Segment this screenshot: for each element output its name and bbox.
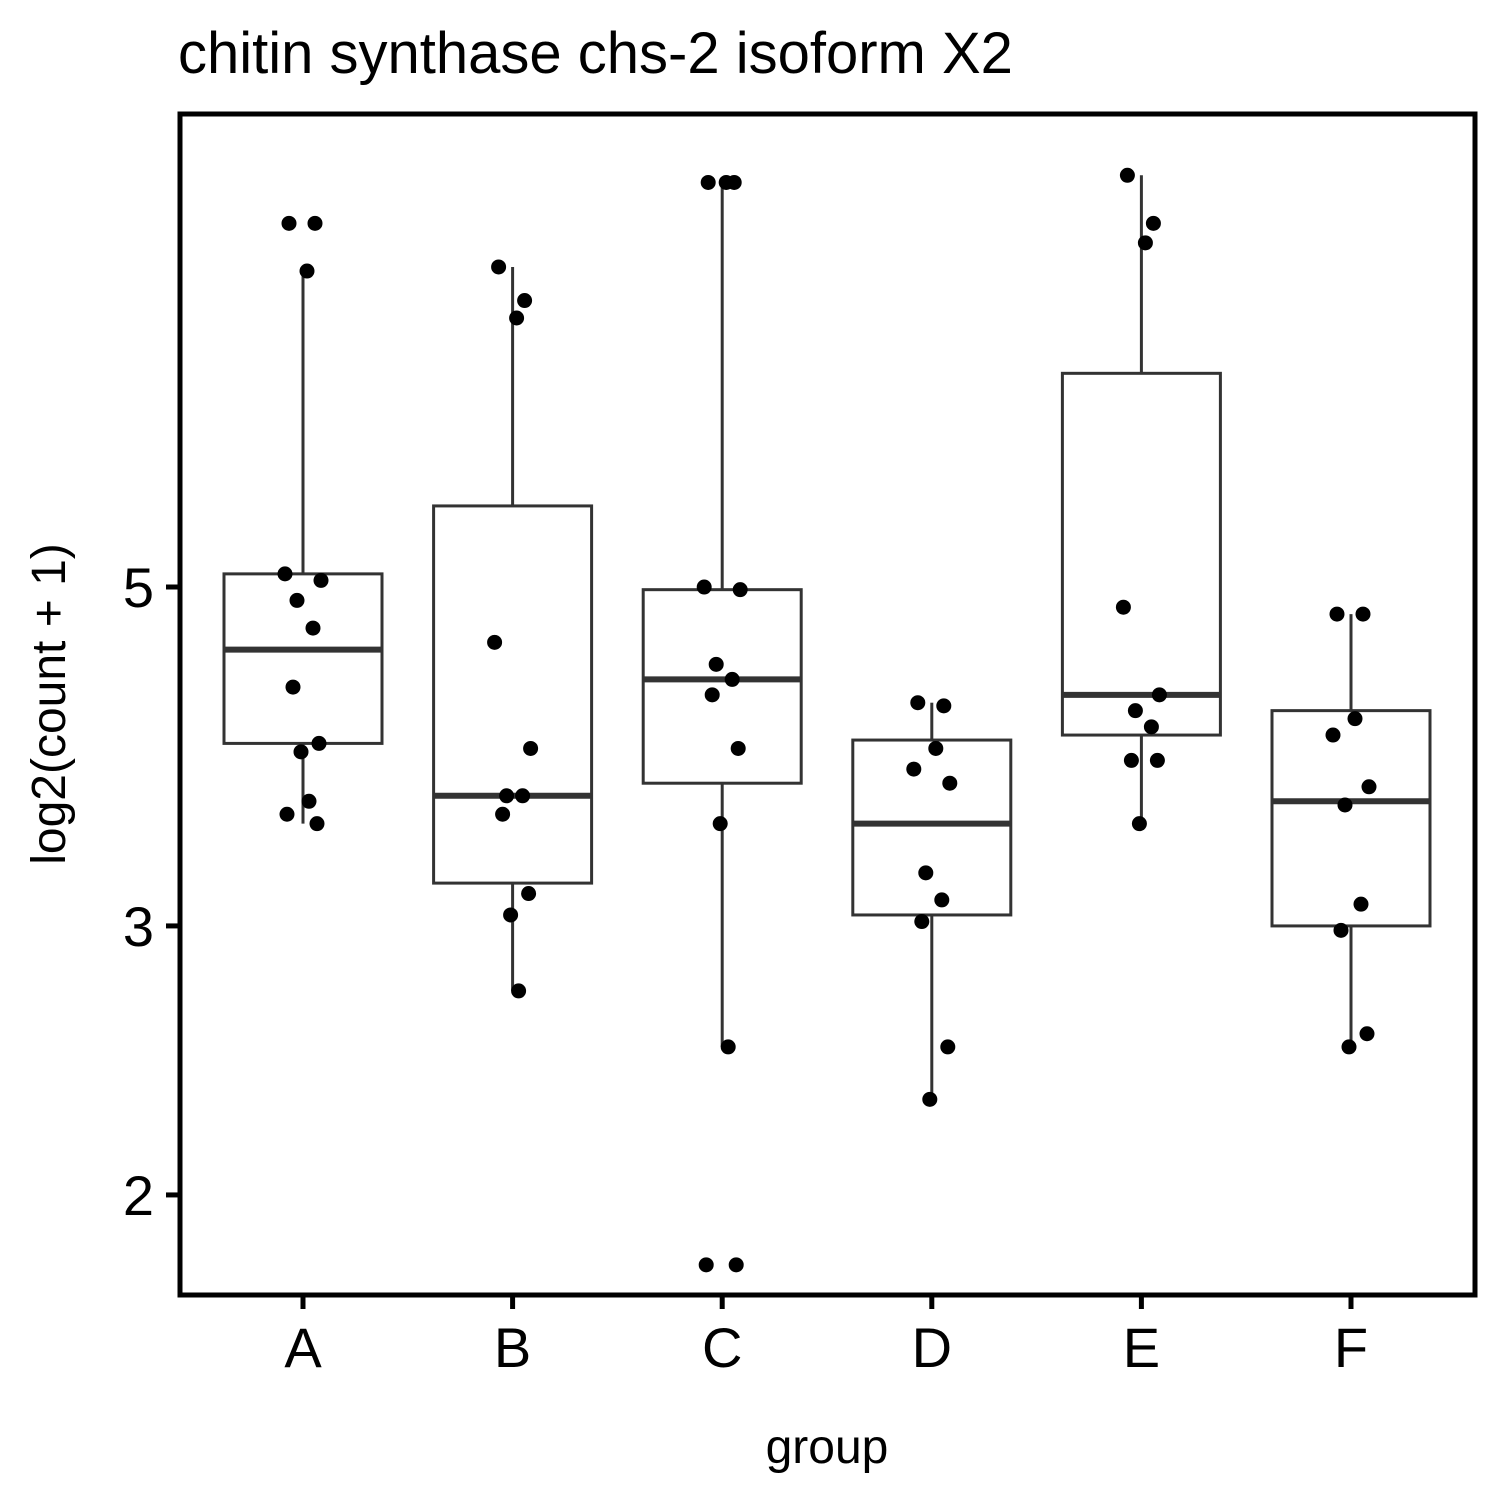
data-point [517, 293, 533, 309]
y-tick-label: 3 [123, 895, 154, 958]
data-point [289, 592, 305, 608]
data-point [712, 816, 728, 832]
data-point [1361, 779, 1377, 795]
data-point [698, 1257, 714, 1273]
data-point [311, 735, 327, 751]
data-point [293, 744, 309, 760]
data-point [704, 687, 720, 703]
box-group-f [1270, 614, 1432, 1047]
data-point [499, 788, 515, 804]
data-point [936, 698, 952, 714]
panel-border [177, 111, 1478, 1298]
data-point [281, 215, 297, 231]
chart-title: chitin synthase chs-2 isoform X2 [178, 21, 1013, 86]
data-point [940, 1039, 956, 1055]
data-point [509, 310, 525, 326]
x-tick-label: A [284, 1316, 322, 1379]
data-point [906, 761, 922, 777]
data-point [301, 793, 317, 809]
data-point [1119, 167, 1135, 183]
box [851, 738, 1013, 917]
x-tick-label: F [1334, 1316, 1368, 1379]
data-point [1127, 703, 1143, 719]
data-point [718, 174, 734, 190]
data-point [1151, 687, 1167, 703]
box [1060, 371, 1222, 737]
data-point [511, 983, 527, 999]
y-tick-label: 5 [123, 556, 154, 619]
data-point [277, 566, 293, 582]
data-point [1347, 711, 1363, 727]
box-group-c [641, 182, 803, 1047]
data-point [728, 1257, 744, 1273]
points-layer [277, 167, 1377, 1273]
boxes-layer [222, 175, 1432, 1100]
y-axis-title: log2(count + 1) [23, 543, 76, 865]
data-point [708, 656, 724, 672]
box [432, 504, 594, 885]
data-point [1341, 1039, 1357, 1055]
x-axis-title: group [766, 1421, 889, 1474]
data-point [515, 788, 531, 804]
data-point [1123, 752, 1139, 768]
data-point [918, 865, 934, 881]
data-point [1145, 215, 1161, 231]
data-point [307, 215, 323, 231]
data-point [910, 695, 926, 711]
box-group-e [1060, 175, 1222, 828]
data-point [1143, 719, 1159, 735]
x-axis: A B C D E F [284, 1295, 1368, 1379]
data-point [730, 740, 746, 756]
data-point [700, 174, 716, 190]
data-point [1333, 922, 1349, 938]
data-point [942, 775, 958, 791]
data-point [1359, 1026, 1375, 1042]
data-point [309, 816, 325, 832]
data-point [285, 679, 301, 695]
data-point [922, 1091, 938, 1107]
y-axis: 2 3 5 [123, 556, 180, 1227]
data-point [1131, 816, 1147, 832]
box [641, 588, 803, 785]
data-point [491, 259, 507, 275]
data-point [503, 907, 519, 923]
data-point [521, 886, 537, 902]
x-tick-label: D [912, 1316, 952, 1379]
data-point [1149, 752, 1165, 768]
box-group-b [432, 266, 594, 991]
data-point [1325, 727, 1341, 743]
data-point [279, 806, 295, 822]
data-point [696, 579, 712, 595]
box-group-a [222, 271, 384, 824]
data-point [928, 740, 944, 756]
x-tick-label: E [1123, 1316, 1160, 1379]
data-point [313, 572, 329, 588]
x-tick-label: B [494, 1316, 531, 1379]
data-point [495, 806, 511, 822]
data-point [1353, 896, 1369, 912]
data-point [1115, 599, 1131, 615]
data-point [487, 634, 503, 650]
data-point [1137, 235, 1153, 251]
box-group-d [851, 702, 1013, 1100]
data-point [1329, 606, 1345, 622]
data-point [914, 914, 930, 930]
data-point [1355, 606, 1371, 622]
data-point [720, 1039, 736, 1055]
x-tick-label: C [702, 1316, 742, 1379]
data-point [305, 620, 321, 636]
data-point [934, 892, 950, 908]
data-point [732, 582, 748, 598]
box [1270, 709, 1432, 928]
data-point [724, 671, 740, 687]
data-point [299, 263, 315, 279]
y-tick-label: 2 [123, 1164, 154, 1227]
data-point [1337, 797, 1353, 813]
data-point [523, 740, 539, 756]
